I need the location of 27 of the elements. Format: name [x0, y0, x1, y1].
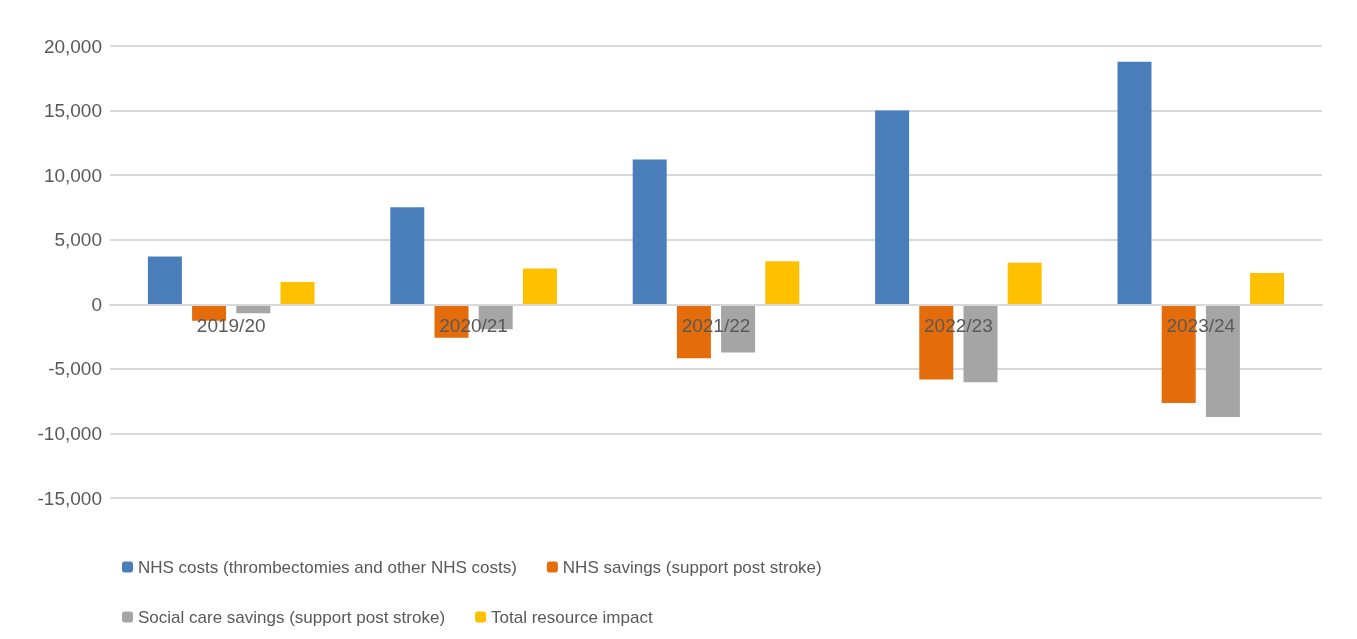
bar	[147, 256, 182, 305]
y-tick-label: -10,000	[37, 422, 102, 444]
bar	[1117, 61, 1152, 305]
y-tick-label: -5,000	[48, 358, 102, 380]
bar	[1250, 273, 1285, 305]
x-tick-label: 2023/24	[1166, 315, 1236, 337]
bar	[522, 268, 557, 305]
bar	[765, 261, 800, 305]
legend-label: Social care savings (support post stroke)	[138, 607, 446, 627]
y-tick-label: 10,000	[43, 164, 102, 186]
legend-label: NHS savings (support post stroke)	[562, 557, 822, 577]
x-tick-label: 2022/23	[924, 315, 993, 337]
bar	[632, 159, 667, 305]
x-tick-label: 2021/22	[681, 315, 751, 337]
y-tick-label: 15,000	[43, 100, 102, 122]
bar	[1007, 262, 1042, 305]
x-tick-label: 2019/20	[196, 315, 266, 337]
bar	[280, 281, 315, 305]
legend-label: Total resource impact	[491, 607, 653, 627]
legend-label: NHS costs (thrombectomies and other NHS costs)	[138, 557, 517, 577]
x-tick-label: 2020/21	[439, 315, 508, 337]
y-tick-label: 20,000	[43, 35, 102, 57]
y-tick-label: 0	[91, 293, 102, 315]
y-tick-label: 5,000	[54, 229, 102, 251]
y-tick-label: -15,000	[37, 487, 102, 509]
bar	[390, 207, 425, 305]
bar	[875, 110, 910, 305]
